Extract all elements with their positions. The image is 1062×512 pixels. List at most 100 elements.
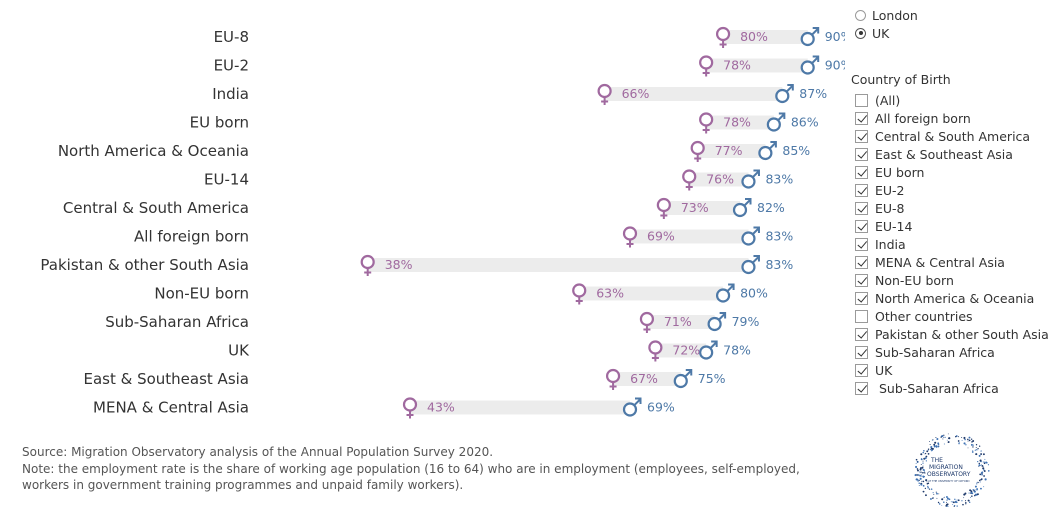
logo-text-university: AT THE UNIVERSITY OF OXFORD <box>928 479 970 483</box>
filter-checkbox[interactable] <box>855 273 868 287</box>
male-marker <box>707 312 727 332</box>
filter-option[interactable]: Sub-Saharan Africa <box>855 343 1049 361</box>
filter-option[interactable]: UK <box>855 361 1049 379</box>
male-value-label: 87% <box>799 86 827 101</box>
radio-option-london[interactable]: London <box>855 6 918 24</box>
female-marker <box>715 26 731 48</box>
male-value-label: 79% <box>732 314 760 329</box>
range-bar <box>630 229 749 244</box>
male-value-label: 85% <box>782 143 810 158</box>
radio-option-uk[interactable]: UK <box>855 24 889 42</box>
female-value-label: 80% <box>740 29 768 44</box>
filter-checkbox[interactable] <box>855 363 868 377</box>
female-marker <box>656 197 671 219</box>
filter-checkbox[interactable] <box>855 291 868 305</box>
filter-checkbox[interactable] <box>855 309 868 323</box>
category-label: All foreign born <box>134 228 249 246</box>
filter-checkbox[interactable] <box>855 129 868 143</box>
filter-option[interactable]: Sub-Saharan Africa <box>855 379 1049 397</box>
filter-option[interactable]: EU born <box>855 163 1049 181</box>
range-bar <box>706 58 808 73</box>
filter-option[interactable]: All foreign born <box>855 109 1049 127</box>
chart-row: UK 72% 78% <box>228 340 751 362</box>
filter-checkbox[interactable] <box>855 219 868 233</box>
filter-option-label: EU born <box>875 164 925 180</box>
explanatory-note: Note: the employment rate is the share o… <box>22 461 800 493</box>
filter-option[interactable]: MENA & Central Asia <box>855 253 1049 271</box>
filter-option[interactable]: North America & Oceania <box>855 289 1049 307</box>
chart-row: MENA & Central Asia 43% 69% <box>93 397 675 419</box>
filter-option-label: India <box>875 236 906 252</box>
category-label: MENA & Central Asia <box>93 399 249 417</box>
filter-option[interactable]: (All) <box>855 91 1049 109</box>
female-value-label: 38% <box>385 257 413 272</box>
chart-row: Pakistan & other South Asia 38% 83% <box>40 254 793 276</box>
chart-row: India 66% 87% <box>212 83 827 105</box>
male-marker <box>800 27 820 47</box>
female-marker <box>360 254 375 276</box>
filter-option[interactable]: Other countries <box>855 307 1049 325</box>
male-value-label: 90% <box>825 58 845 73</box>
filter-checkbox[interactable] <box>855 147 868 161</box>
radio-button-uk[interactable] <box>855 27 866 39</box>
filter-checkbox[interactable] <box>855 237 868 251</box>
female-value-label: 63% <box>596 286 624 301</box>
male-value-label: 83% <box>765 257 793 272</box>
filter-checkbox[interactable] <box>855 345 868 359</box>
filter-checkbox[interactable] <box>855 93 868 107</box>
male-value-label: 83% <box>765 229 793 244</box>
female-value-label: 43% <box>427 400 455 415</box>
filter-option[interactable]: Non-EU born <box>855 271 1049 289</box>
filter-option[interactable]: EU-8 <box>855 199 1049 217</box>
filter-option-label: (All) <box>875 92 901 108</box>
filter-option-label: Non-EU born <box>875 272 954 288</box>
female-marker <box>622 226 638 248</box>
filter-option[interactable]: EU-2 <box>855 181 1049 199</box>
chart-row: East & Southeast Asia 67% 75% <box>83 368 726 390</box>
female-value-label: 73% <box>681 200 709 215</box>
filter-checkbox[interactable] <box>855 255 868 269</box>
filter-option[interactable]: East & Southeast Asia <box>855 145 1049 163</box>
radio-button-london[interactable] <box>855 9 866 21</box>
chart-row: EU born 78% 86% <box>190 112 819 134</box>
female-value-label: 66% <box>622 86 650 101</box>
filter-checkbox[interactable] <box>855 183 868 197</box>
source-note: Source: Migration Observatory analysis o… <box>22 445 494 459</box>
filter-checkbox[interactable] <box>855 381 868 395</box>
chart-row: Sub-Saharan Africa 71% 79% <box>105 311 760 333</box>
filter-option-label: Sub-Saharan Africa <box>875 344 995 360</box>
male-value-label: 86% <box>791 115 819 130</box>
filter-checkbox[interactable] <box>855 327 868 341</box>
filter-option[interactable]: Pakistan & other South Asia <box>855 325 1049 343</box>
female-marker <box>605 368 621 390</box>
logo-dot-ring <box>914 433 990 507</box>
male-marker <box>732 198 752 218</box>
filter-option-label: EU-8 <box>875 200 905 216</box>
chart-row: North America & Oceania 77% 85% <box>58 140 810 162</box>
male-value-label: 75% <box>698 371 726 386</box>
filter-option-label: Other countries <box>875 308 973 324</box>
filter-checkbox[interactable] <box>855 165 868 179</box>
filter-option[interactable]: India <box>855 235 1049 253</box>
category-label: East & Southeast Asia <box>83 370 249 388</box>
filter-option-label: North America & Oceania <box>875 290 1035 306</box>
range-bar <box>367 258 749 272</box>
filter-checkbox[interactable] <box>855 111 868 125</box>
filter-option[interactable]: Central & South America <box>855 127 1049 145</box>
range-bar <box>646 315 715 329</box>
category-label: North America & Oceania <box>58 142 249 160</box>
category-label: India <box>212 85 249 103</box>
range-bar <box>689 172 749 187</box>
filter-option[interactable]: EU-14 <box>855 217 1049 235</box>
filter-checkbox[interactable] <box>855 201 868 215</box>
female-value-label: 71% <box>664 314 692 329</box>
male-marker <box>800 55 820 75</box>
male-marker <box>741 169 760 189</box>
category-label: EU-2 <box>214 57 249 75</box>
category-label: Sub-Saharan Africa <box>105 313 249 331</box>
range-bar <box>697 144 766 158</box>
male-marker <box>622 397 642 417</box>
female-marker <box>597 83 612 105</box>
range-bar <box>604 87 783 101</box>
logo-text-migration: MIGRATION <box>929 464 963 471</box>
